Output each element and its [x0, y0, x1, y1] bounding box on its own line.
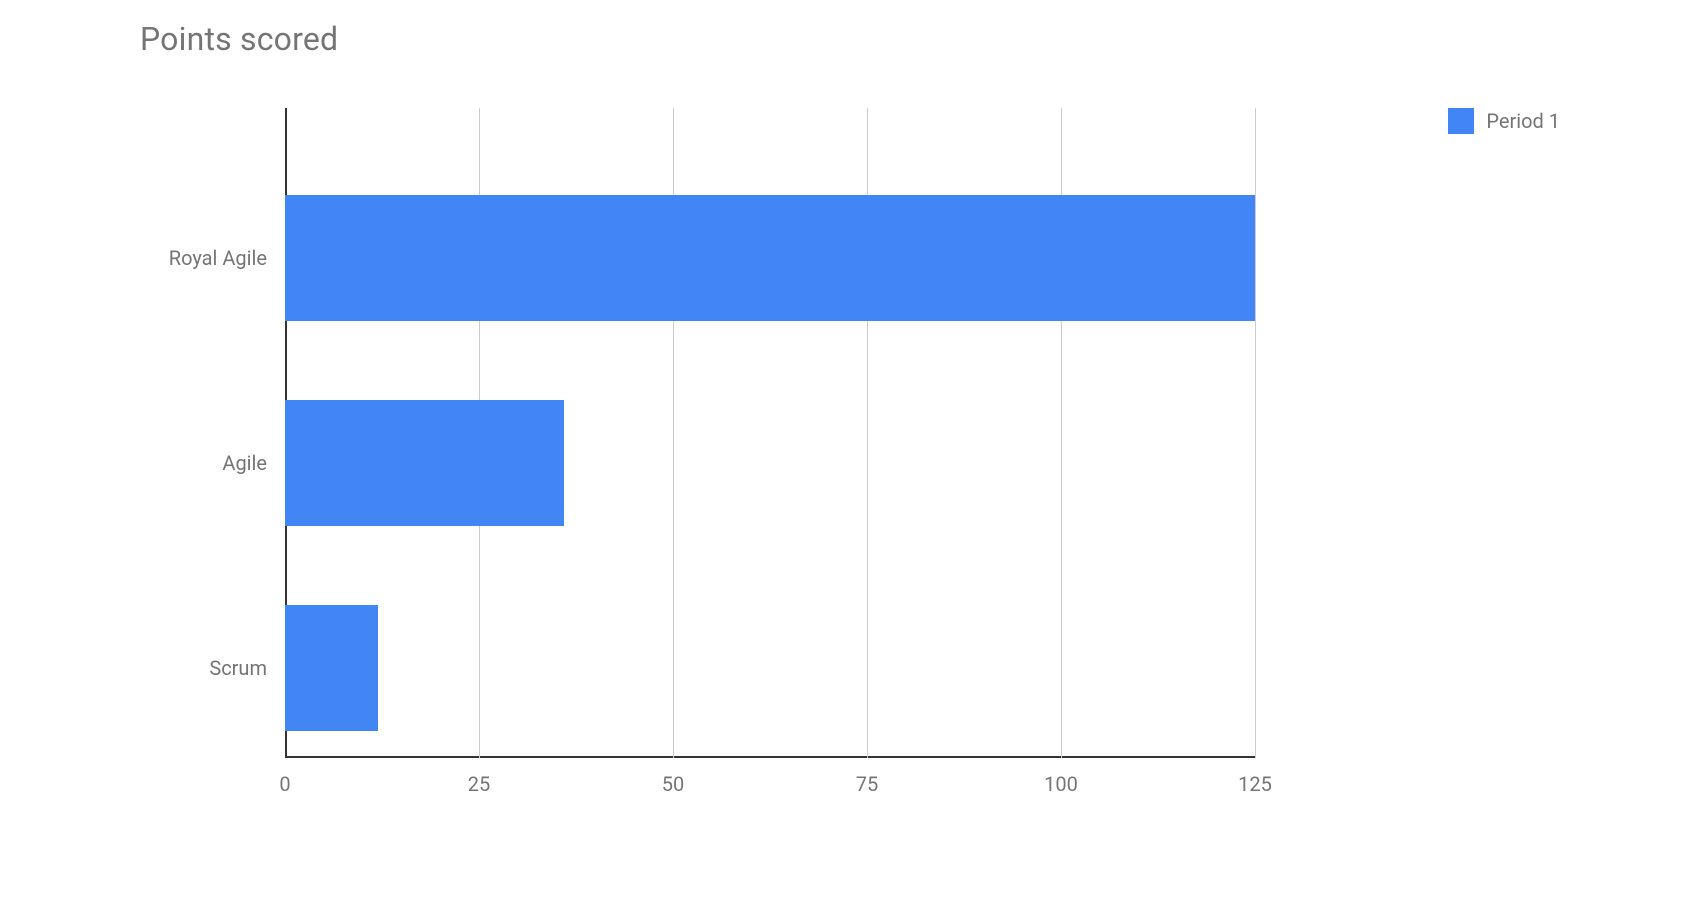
x-tick-label: 0 [279, 772, 290, 796]
plot-area: 0255075100125 [285, 108, 1255, 758]
x-tick-label: 100 [1044, 772, 1078, 796]
x-tick-label: 75 [856, 772, 878, 796]
chart-title: Points scored [140, 20, 1560, 58]
bar [285, 605, 378, 731]
points-chart: Points scored Royal AgileAgileScrum 0255… [140, 20, 1560, 880]
x-axis-line [285, 756, 1255, 758]
category-label: Royal Agile [169, 246, 267, 270]
grid-line [1255, 108, 1256, 758]
category-label: Scrum [209, 656, 267, 680]
legend-label: Period 1 [1486, 109, 1560, 133]
legend-swatch [1448, 108, 1474, 134]
chart-body: Royal Agile Agile Scrum 0255075100125 Peri… [140, 108, 1560, 758]
legend: Period 1 [1448, 108, 1560, 134]
x-tick-label: 25 [468, 772, 490, 796]
bar [285, 400, 564, 526]
x-tick-label: 50 [662, 772, 684, 796]
bar [285, 195, 1255, 321]
y-axis-labels: Royal Agile Agile Scrum [140, 108, 285, 758]
x-tick-label: 125 [1238, 772, 1272, 796]
category-label: Agile [222, 451, 267, 475]
